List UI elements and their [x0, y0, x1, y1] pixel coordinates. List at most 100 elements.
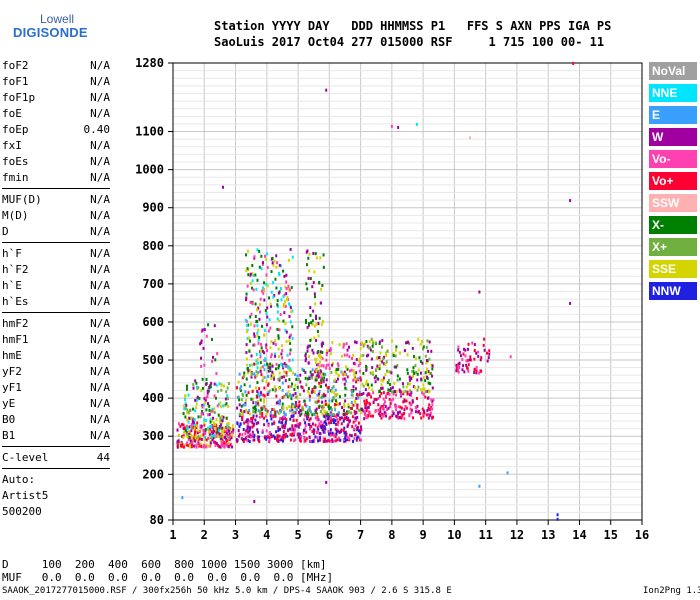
data-point [256, 389, 259, 393]
data-point [247, 273, 250, 277]
data-point [291, 325, 294, 329]
data-point [211, 426, 214, 430]
data-point [214, 358, 217, 362]
data-point [271, 261, 274, 265]
parameter-name: MUF(D) [2, 193, 42, 206]
data-point [369, 414, 372, 418]
data-point [366, 406, 369, 410]
parameter-value: N/A [90, 365, 110, 378]
data-point [186, 411, 189, 415]
data-point [405, 341, 408, 345]
data-point [412, 385, 415, 389]
data-point [319, 350, 322, 354]
data-point [248, 349, 251, 353]
data-point [387, 406, 390, 410]
data-point [316, 436, 319, 440]
data-point [269, 410, 272, 414]
data-point [311, 429, 314, 433]
data-point [289, 333, 292, 337]
data-point [422, 387, 425, 391]
data-point [271, 408, 274, 412]
data-point [256, 248, 259, 252]
data-point [308, 406, 311, 410]
data-point [187, 444, 190, 448]
data-point [197, 429, 200, 433]
data-point [208, 412, 211, 416]
data-point [321, 375, 324, 379]
data-point [225, 438, 228, 442]
data-point [348, 437, 351, 441]
plot-frame [172, 62, 643, 521]
data-point [267, 391, 270, 395]
data-point [266, 349, 269, 353]
data-point [194, 425, 197, 429]
data-point [306, 287, 309, 291]
data-point [291, 358, 294, 362]
data-point [277, 429, 280, 433]
data-point [193, 432, 196, 436]
data-point [250, 434, 253, 438]
data-point [320, 381, 323, 385]
data-point [366, 393, 369, 397]
data-point [307, 415, 310, 419]
data-point [320, 376, 323, 380]
data-point [329, 433, 332, 437]
data-point [261, 365, 264, 369]
data-point [326, 413, 329, 417]
data-point [349, 433, 352, 437]
data-point [221, 437, 224, 441]
data-point [281, 349, 284, 353]
data-point [323, 410, 326, 414]
data-point [287, 365, 290, 369]
data-point [304, 321, 307, 325]
data-point [422, 414, 425, 418]
data-point [227, 422, 230, 426]
data-point [326, 390, 329, 394]
data-point [226, 386, 229, 390]
data-point [324, 373, 327, 377]
data-point [298, 404, 301, 408]
data-point [400, 406, 403, 410]
data-point [385, 360, 388, 364]
data-point [321, 341, 324, 345]
data-point [200, 341, 203, 345]
data-point [217, 434, 220, 438]
data-point [278, 427, 281, 431]
data-point [278, 378, 281, 382]
parameter-name: hmE [2, 349, 22, 362]
data-point [352, 369, 355, 373]
data-point [398, 377, 401, 381]
data-point [377, 377, 380, 381]
y-tick-label: 1280 [135, 56, 164, 70]
data-point [293, 387, 296, 391]
data-point [195, 425, 198, 429]
data-point [276, 261, 279, 265]
data-point [283, 416, 286, 420]
data-point [406, 392, 409, 396]
data-point [317, 424, 320, 428]
data-point [183, 406, 186, 410]
parameter-row: foF1 N/A [2, 74, 110, 90]
data-point [412, 355, 415, 359]
data-point [192, 407, 195, 411]
data-point [383, 403, 386, 407]
data-point [269, 414, 272, 418]
parameter-name: C-level [2, 451, 49, 464]
data-point [278, 364, 281, 368]
data-point [256, 361, 259, 365]
data-point [427, 406, 430, 410]
data-point [251, 390, 254, 394]
x-tick-label: 6 [326, 528, 333, 542]
data-point [367, 386, 370, 390]
data-point [222, 415, 225, 419]
data-point [304, 354, 307, 358]
data-point [250, 312, 253, 316]
data-point [310, 373, 313, 377]
data-point [299, 438, 302, 442]
data-point [277, 291, 280, 295]
data-point [350, 406, 353, 410]
data-point [342, 429, 345, 433]
data-point [192, 386, 195, 390]
data-point [365, 403, 368, 407]
parameter-name: h`E [2, 279, 22, 292]
